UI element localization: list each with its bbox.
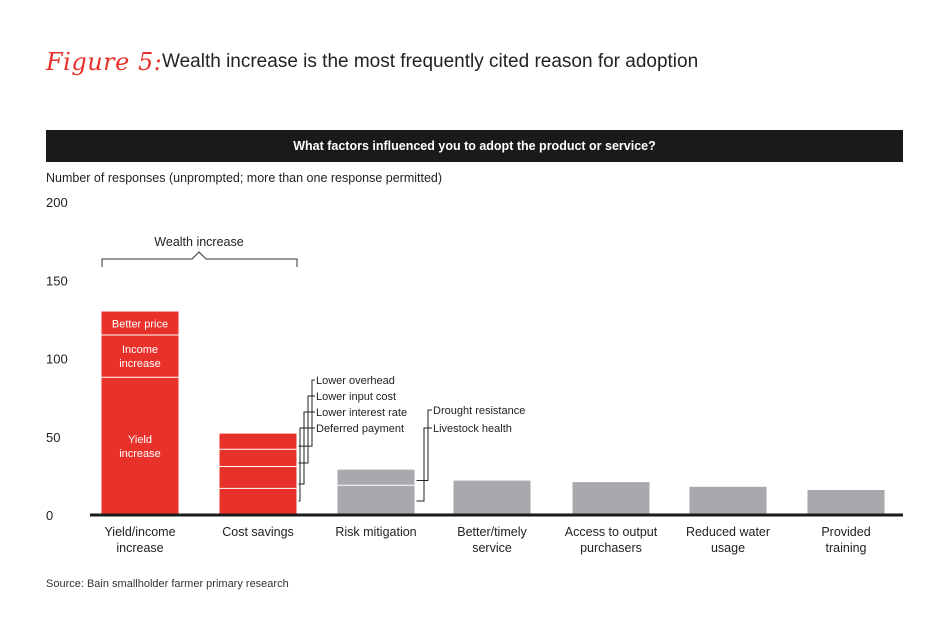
callout-leader (298, 411, 315, 485)
figure-label: Figure 5: (46, 48, 163, 76)
bar-segment (219, 449, 297, 467)
y-tick-label: 0 (46, 508, 53, 523)
callout-leader (298, 379, 315, 447)
category-label: Reduced water (686, 525, 770, 539)
callout-label: Drought resistance (433, 405, 525, 417)
callout-leader (416, 409, 432, 481)
callout-leader (416, 427, 432, 502)
bar-segment (572, 482, 650, 515)
bar-segment (219, 488, 297, 515)
callout-label: Livestock health (433, 423, 512, 435)
bar-segment (101, 377, 179, 515)
category-label: purchasers (580, 541, 642, 555)
callout-label: Lower overhead (316, 375, 395, 387)
category-label: training (826, 541, 867, 555)
category-label: Risk mitigation (335, 525, 416, 539)
category-label: Provided (821, 525, 870, 539)
y-tick-label: 150 (46, 273, 68, 288)
wealth-bracket (101, 251, 298, 267)
callout-leader (298, 395, 315, 464)
bar-segment (219, 466, 297, 489)
bar-segment (101, 335, 179, 378)
y-tick-label: 200 (46, 195, 68, 210)
callout-label: Lower input cost (316, 391, 396, 403)
category-label: Yield/income (104, 525, 175, 539)
bar-segment (453, 480, 531, 515)
bar-segment (337, 485, 415, 515)
unit-label: Number of responses (unprompted; more th… (46, 171, 443, 185)
figure-title: Wealth increase is the most frequently c… (162, 51, 699, 72)
bar-segment (689, 486, 767, 515)
y-tick-label: 50 (46, 430, 60, 445)
bar-segment (219, 433, 297, 450)
category-label: Better/timely (457, 525, 527, 539)
question-text: What factors influenced you to adopt the… (293, 139, 656, 153)
segment-label: increase (119, 448, 161, 460)
category-label: increase (116, 541, 163, 555)
bracket-label: Wealth increase (154, 235, 243, 249)
category-label: Cost savings (222, 525, 294, 539)
category-label: service (472, 541, 512, 555)
y-tick-label: 100 (46, 352, 68, 367)
question-banner: What factors influenced you to adopt the… (46, 130, 903, 162)
segment-label: Income (122, 344, 158, 356)
callout-label: Lower interest rate (316, 407, 407, 419)
segment-label: increase (119, 358, 161, 370)
callout-label: Deferred payment (316, 423, 404, 435)
segment-label: Better price (112, 318, 168, 330)
category-label: usage (711, 541, 745, 555)
bar-segment (101, 311, 179, 336)
bar-segment (807, 489, 885, 515)
callout-leader (298, 427, 315, 502)
category-label: Access to output (565, 525, 658, 539)
bar-segment (337, 469, 415, 486)
segment-label: Yield (128, 434, 152, 446)
source-note: Source: Bain smallholder farmer primary … (46, 578, 289, 590)
